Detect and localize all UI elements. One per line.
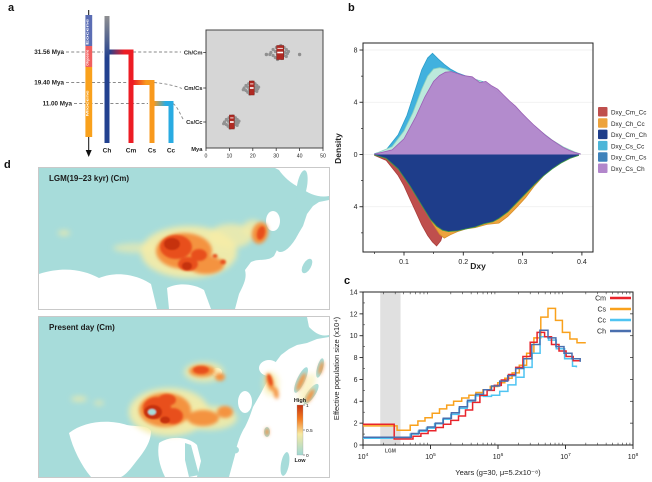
svg-text:8: 8 xyxy=(354,355,358,362)
dxy-y-label: Density xyxy=(333,133,343,164)
legend-label-Cm: Cm xyxy=(595,296,606,303)
svg-text:104: 104 xyxy=(358,452,369,461)
legend-label-Dxy_Ch_Cc: Dxy_Ch_Cc xyxy=(611,121,645,128)
epoch-eocene xyxy=(85,15,93,46)
svg-text:0.2: 0.2 xyxy=(458,259,468,266)
colorbar-tick-label: 0.5 xyxy=(306,428,313,434)
map-lgm-canvas xyxy=(39,168,329,309)
svg-text:40: 40 xyxy=(297,154,303,160)
svg-text:4: 4 xyxy=(354,204,358,211)
divergence-time-3: 11.00 Mya xyxy=(43,101,73,108)
map-present-title: Present day (Cm) xyxy=(49,323,115,332)
present-suitability-max xyxy=(144,405,170,424)
dxy-x-label: Dxy xyxy=(470,261,486,271)
legend-label-Cc: Cc xyxy=(597,318,606,325)
phylogeny-panel: Eocene Oligocene Miocene Ch Cm Cs Cc 31.56 Mya 1… xyxy=(34,10,326,160)
colorbar-low-label: Low xyxy=(295,458,307,464)
svg-text:14: 14 xyxy=(350,289,358,296)
svg-text:Oligocene: Oligocene xyxy=(86,50,90,66)
legend-swatch-Dxy_Ch_Cc xyxy=(598,118,608,128)
stairway-x-label: Years (g=30, μ=5.2x10⁻⁸) xyxy=(455,468,541,477)
svg-text:50: 50 xyxy=(320,154,326,160)
svg-text:0.1: 0.1 xyxy=(399,259,409,266)
stairway-y-label: Effective population size (x10⁴) xyxy=(332,316,341,420)
effective-population-chart: LGM 104 105 106 107 108 0 2 4 6 8 10 12 14 Cm Cs Cc Ch Yea… xyxy=(332,289,639,477)
svg-text:0.3: 0.3 xyxy=(518,259,528,266)
tip-label-Cm: Cm xyxy=(126,148,137,155)
inset-row-label: Ch/Cm xyxy=(184,51,203,57)
series-Cm xyxy=(363,331,581,440)
legend-swatch-Dxy_Cm_Cc xyxy=(598,107,608,117)
panel-d-label: d xyxy=(4,159,11,171)
legend-swatch-Dxy_Cs_Cc xyxy=(598,140,608,151)
legend-swatch-Dxy_Cm_Cs xyxy=(598,152,608,162)
svg-text:4: 4 xyxy=(354,100,358,107)
dxy-density-chart: 8 4 0 4 0.1 0.2 0.3 0.4 Dxy Density Dxy_Cm_Cc Dxy_C… xyxy=(333,42,647,271)
density-Dxy_Cm_Ch xyxy=(374,154,579,232)
svg-text:0: 0 xyxy=(354,152,358,159)
inset-row-label: Cm/Cs xyxy=(184,86,202,92)
map-present: High Low 1 0.5 0 Present day (Cm) xyxy=(38,316,330,478)
legend-swatch-Dxy_Cm_Ch xyxy=(598,129,608,140)
lgm-band xyxy=(380,292,401,445)
svg-text:0: 0 xyxy=(354,442,358,449)
svg-text:0.4: 0.4 xyxy=(577,259,587,266)
svg-text:30: 30 xyxy=(273,154,279,160)
inset-panel xyxy=(205,29,324,149)
svg-text:Eocene: Eocene xyxy=(86,19,90,45)
map-lgm: LGM(19–23 kyr) (Cm) xyxy=(38,167,330,310)
inset-row-label: Cs/Cc xyxy=(186,120,203,126)
tip-label-Ch: Ch xyxy=(103,148,112,155)
suitability-colorbar xyxy=(296,404,304,456)
svg-text:4: 4 xyxy=(354,399,358,406)
legend-label-Dxy_Cm_Cs: Dxy_Cm_Cs xyxy=(611,155,646,162)
map-lgm-title: LGM(19–23 kyr) (Cm) xyxy=(49,174,130,183)
tip-label-Cc: Cc xyxy=(167,148,176,155)
map-present-canvas: High Low 1 0.5 0 xyxy=(39,317,329,477)
svg-text:10: 10 xyxy=(350,333,358,340)
legend-label-Dxy_Cm_Cc: Dxy_Cm_Cc xyxy=(611,110,646,117)
legend-label-Dxy_Cs_Ch: Dxy_Cs_Ch xyxy=(611,166,645,173)
svg-text:10: 10 xyxy=(227,154,233,160)
colorbar-tick-label: 0 xyxy=(306,453,309,459)
inset-x-label: Mya xyxy=(191,147,203,153)
legend-swatch-Dxy_Cs_Ch xyxy=(598,163,608,173)
svg-text:108: 108 xyxy=(628,452,639,461)
legend-label-Dxy_Cm_Ch: Dxy_Cm_Ch xyxy=(611,132,647,139)
divergence-time-1: 31.56 Mya xyxy=(34,49,64,56)
svg-text:Miocene: Miocene xyxy=(86,90,90,116)
divergence-time-2: 19.40 Mya xyxy=(34,80,64,87)
svg-text:12: 12 xyxy=(350,311,358,318)
svg-text:0: 0 xyxy=(205,154,208,160)
series-Cs xyxy=(363,307,586,431)
svg-text:105: 105 xyxy=(425,452,436,461)
lgm-label: LGM xyxy=(385,449,396,455)
svg-text:20: 20 xyxy=(250,154,256,160)
panel-a-label: a xyxy=(8,2,15,14)
stairway-series xyxy=(363,307,586,440)
svg-text:6: 6 xyxy=(354,377,358,384)
svg-text:8: 8 xyxy=(354,47,358,54)
colorbar-tick-label: 1 xyxy=(306,403,309,409)
epoch-miocene xyxy=(85,67,93,137)
colorbar-high-label: High xyxy=(294,398,307,404)
legend-label-Dxy_Cs_Cc: Dxy_Cs_Cc xyxy=(611,143,644,150)
panel-b-label: b xyxy=(348,2,355,14)
epoch-oligocene xyxy=(85,46,93,67)
density-series xyxy=(374,52,581,247)
svg-text:106: 106 xyxy=(493,452,504,461)
panel-c-label: c xyxy=(344,275,351,287)
density-Dxy_Cs_Ch xyxy=(374,71,581,155)
legend-label-Cs: Cs xyxy=(597,307,606,314)
series-Ch xyxy=(363,329,581,439)
svg-text:2: 2 xyxy=(354,421,358,428)
lgm-suitability-max xyxy=(164,238,192,270)
legend-label-Ch: Ch xyxy=(597,329,606,336)
svg-text:107: 107 xyxy=(560,452,571,461)
tip-label-Cs: Cs xyxy=(148,148,157,155)
